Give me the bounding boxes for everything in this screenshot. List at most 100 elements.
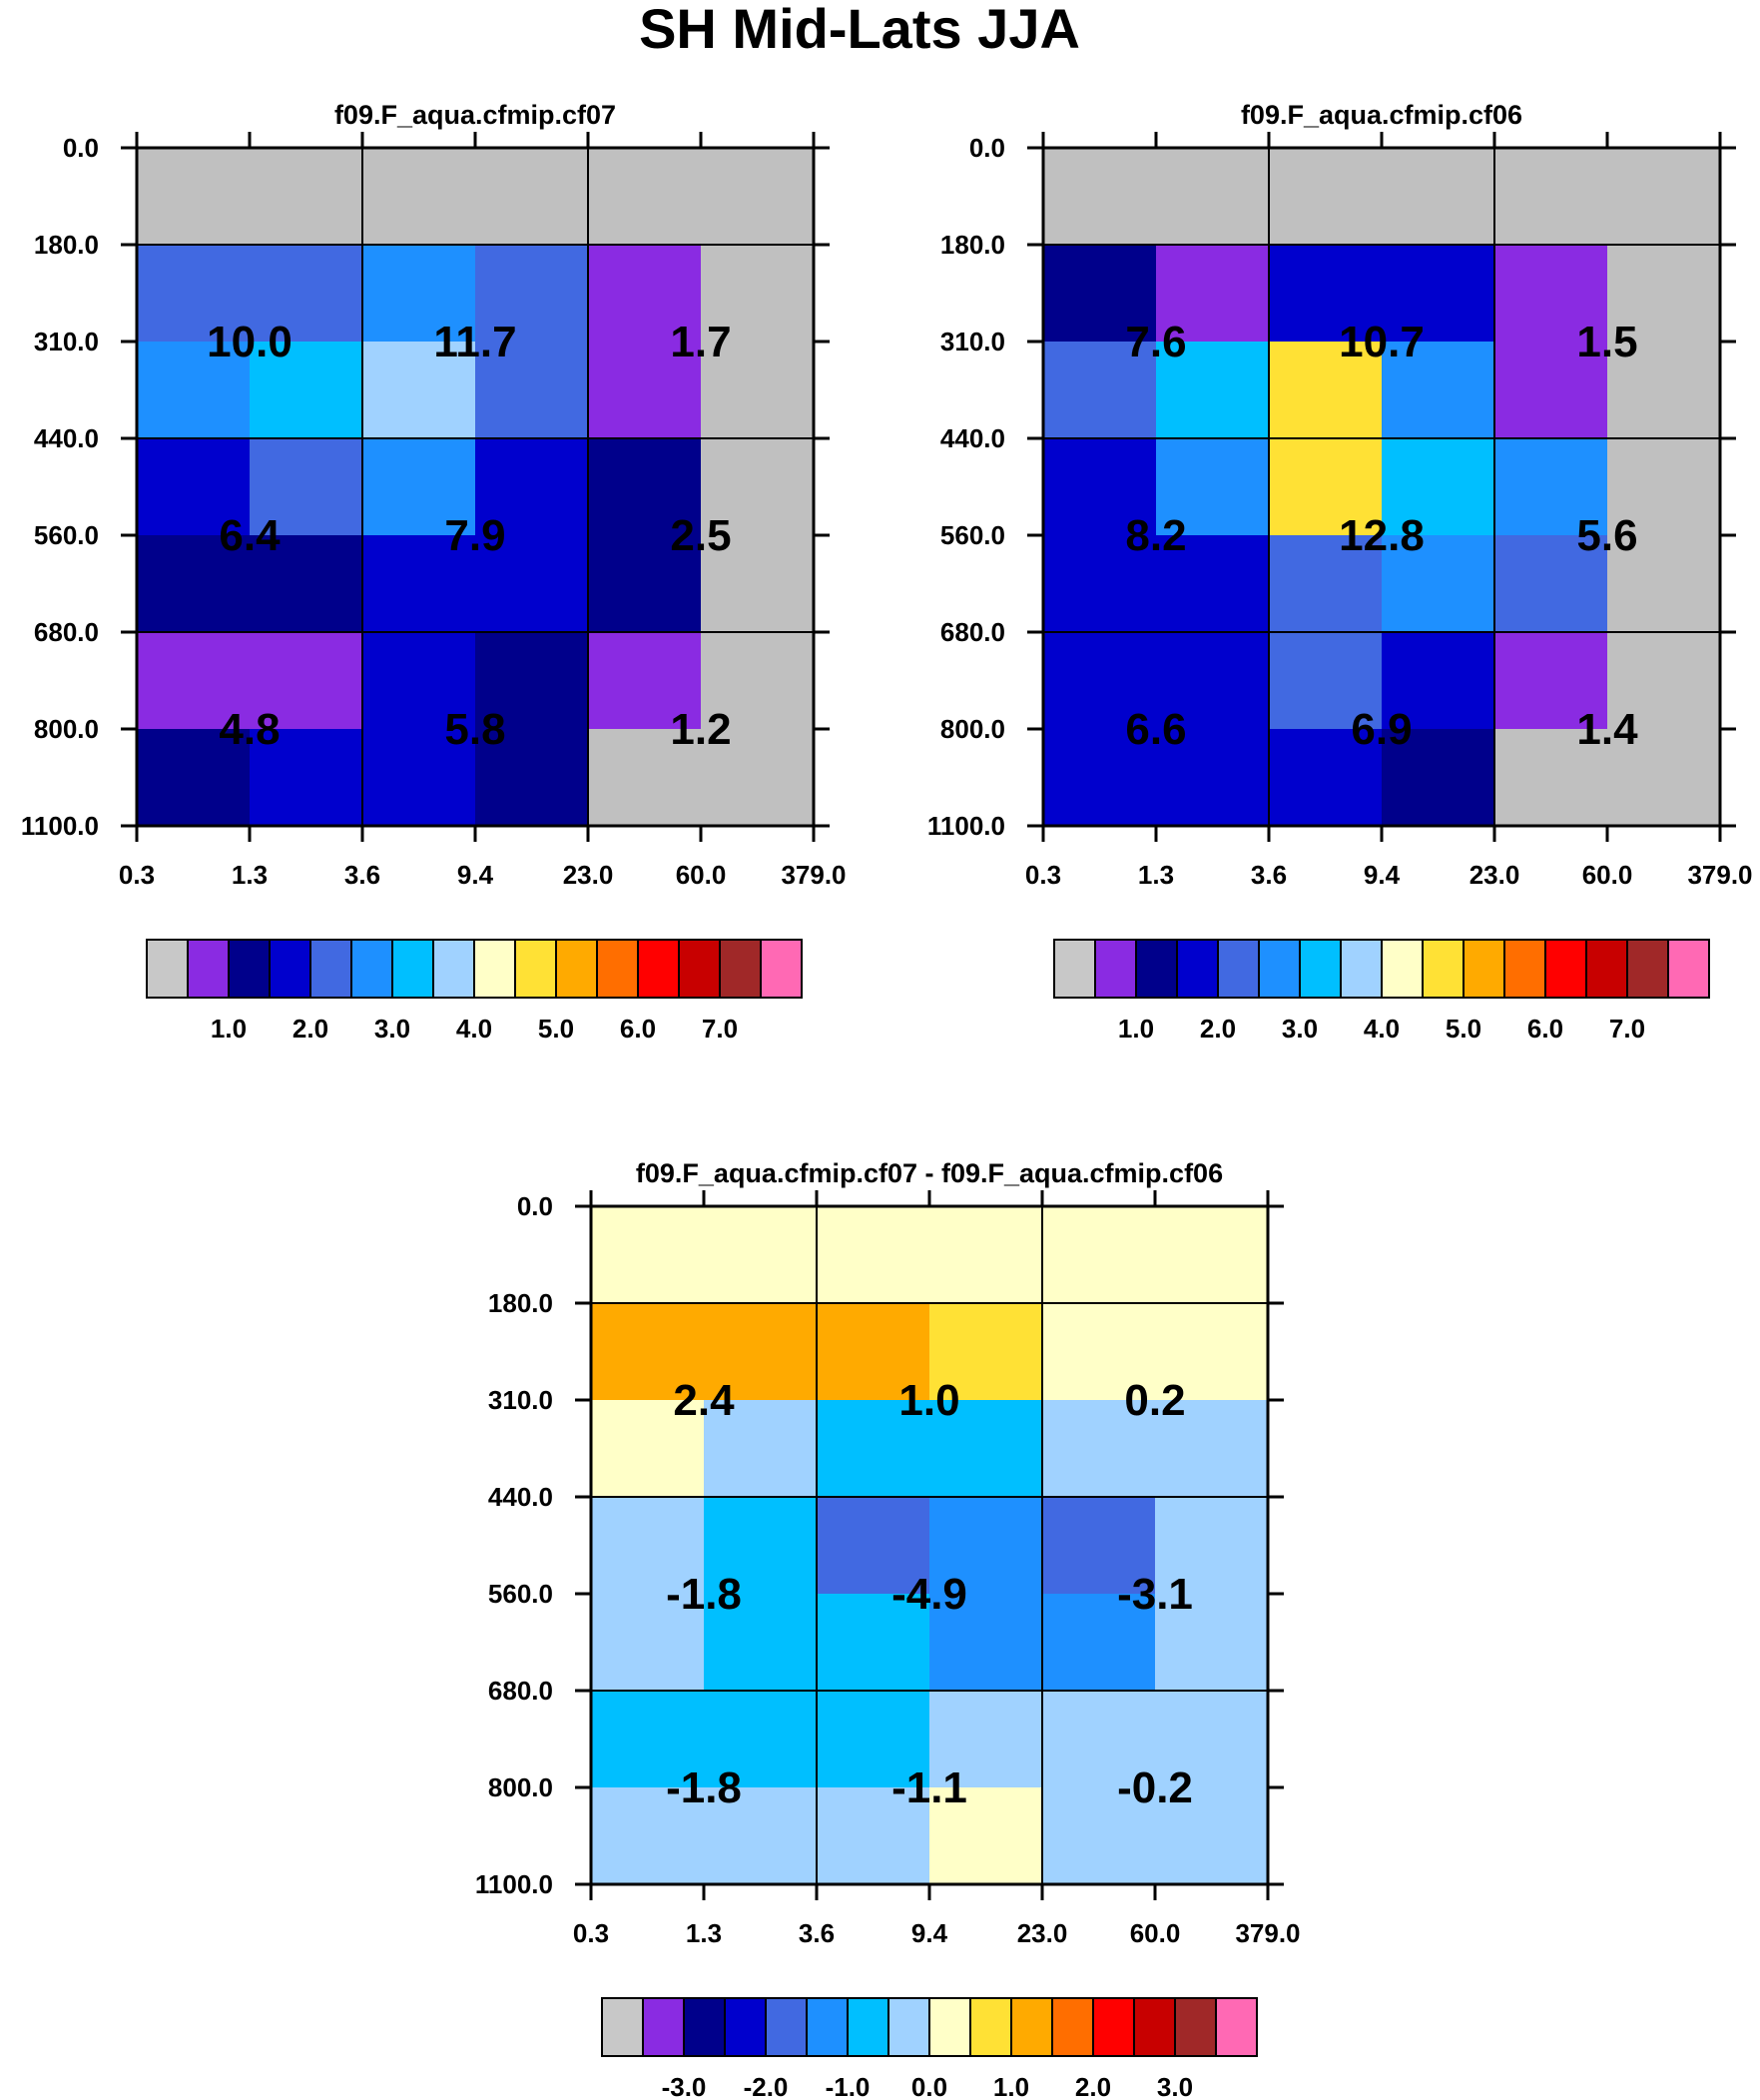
x-tick-label: 0.3 [119, 860, 155, 890]
y-tick-label: 310.0 [488, 1385, 553, 1415]
heatmap-cell [137, 245, 251, 343]
block-value-label: 5.6 [1576, 511, 1637, 560]
colorbar-box [1503, 939, 1546, 999]
colorbar-box [724, 1997, 767, 2057]
heatmap-cell [1269, 245, 1383, 343]
colorbar-box [683, 1997, 726, 2057]
y-tick-label: 310.0 [940, 327, 1005, 356]
heatmap-cell [817, 1206, 930, 1304]
heatmap-cell [1155, 1594, 1269, 1692]
heatmap-cell [1607, 342, 1721, 439]
colorbar-box [1051, 1997, 1094, 2057]
colorbar-label: 5.0 [1446, 1014, 1481, 1044]
heatmap-cell [588, 148, 702, 246]
y-tick-label: 180.0 [34, 230, 99, 260]
colorbar-box [187, 939, 230, 999]
x-tick-label: 379.0 [781, 860, 846, 890]
colorbar-label: 0.0 [911, 2072, 947, 2100]
heatmap-cell [1494, 729, 1608, 827]
y-tick-label: 440.0 [34, 423, 99, 453]
heatmap-cell [1043, 729, 1157, 827]
colorbar-box [350, 939, 393, 999]
block-value-label: 1.0 [898, 1376, 959, 1425]
colorbar-box [596, 939, 639, 999]
block-value-label: 1.5 [1576, 318, 1637, 366]
heatmap-cell [475, 535, 589, 633]
heatmap-cell [1494, 438, 1608, 536]
colorbar-box [1217, 939, 1260, 999]
y-tick-label: 560.0 [940, 520, 1005, 550]
block-value-label: 1.2 [670, 705, 731, 754]
heatmap-cell [1156, 632, 1270, 730]
colorbar-box [1544, 939, 1587, 999]
heatmap-cell [817, 1497, 930, 1595]
heatmap-cell [1155, 1206, 1269, 1304]
heatmap-cell [1382, 535, 1495, 633]
y-tick-label: 1100.0 [927, 811, 1005, 841]
heatmap-cell [929, 1691, 1043, 1788]
heatmap-cell [817, 1787, 930, 1885]
colorbar-box [555, 939, 598, 999]
x-tick-label: 0.3 [1025, 860, 1061, 890]
x-tick-label: 0.3 [573, 1918, 609, 1948]
y-tick-label: 0.0 [517, 1191, 553, 1221]
heatmap-cell [1156, 729, 1270, 827]
colorbar-label: 2.0 [1075, 2072, 1111, 2100]
colorbar-box [1133, 1997, 1176, 2057]
block-value-label: 2.4 [673, 1376, 735, 1425]
heatmap-cell [704, 1691, 818, 1788]
x-tick-label: 3.6 [799, 1918, 835, 1948]
heatmap-cell [1494, 148, 1608, 246]
x-tick-label: 379.0 [1235, 1918, 1300, 1948]
heatmap-cell [704, 1400, 818, 1498]
heatmap-cell [1269, 535, 1383, 633]
block-value-label: 11.7 [433, 318, 516, 366]
panel-cf07: f09.F_aqua.cfmip.cf07 0.0 180.0 310.0 440.0 5… [21, 100, 847, 1044]
y-tick-label: 440.0 [940, 423, 1005, 453]
heatmap-cell [1269, 438, 1383, 536]
block-value-label: 1.7 [670, 318, 731, 366]
x-tick-label: 23.0 [563, 860, 614, 890]
colorbar-box [514, 939, 557, 999]
heatmap-cell [1607, 632, 1721, 730]
block-value-label: 7.9 [444, 511, 505, 560]
colorbar-label: 4.0 [1364, 1014, 1400, 1044]
heatmap-cell [1382, 342, 1495, 439]
block-value-label: 10.0 [207, 318, 293, 366]
colorbar-box [1258, 939, 1301, 999]
colorbar-label: 5.0 [538, 1014, 574, 1044]
heatmap-cell [475, 148, 589, 246]
colorbar-box [1422, 939, 1465, 999]
heatmap-cell [1156, 148, 1270, 246]
colorbar-box [1094, 939, 1137, 999]
heatmap-cell [588, 535, 702, 633]
heatmap-cell [591, 1691, 705, 1788]
heatmap-cell [1155, 1787, 1269, 1885]
heatmap-cell [1156, 535, 1270, 633]
x-tick-label: 9.4 [911, 1918, 948, 1948]
y-tick-label: 680.0 [488, 1676, 553, 1706]
block-value-label: 0.2 [1124, 1376, 1185, 1425]
block-value-label: 12.8 [1339, 511, 1425, 560]
block-value-label: 5.8 [444, 705, 505, 754]
heatmap-cell [1042, 1594, 1156, 1692]
heatmap-cell [817, 1303, 930, 1401]
heatmap-cell [362, 148, 476, 246]
colorbar-box [1053, 939, 1096, 999]
heatmap-cell [475, 342, 589, 439]
block-value-label: 6.4 [219, 511, 281, 560]
heatmap-cell [1607, 535, 1721, 633]
heatmap-cell [929, 1400, 1043, 1498]
colorbar-box [642, 1997, 685, 2057]
heatmap-cell [250, 729, 363, 827]
colorbar-label: 1.0 [211, 1014, 247, 1044]
colorbar-box [969, 1997, 1012, 2057]
heatmap-cell [1042, 1206, 1156, 1304]
heatmap-cell [817, 1594, 930, 1692]
panel-cf06: f09.F_aqua.cfmip.cf06 0.0 180.0 310.0 440.0 5… [927, 100, 1753, 1044]
heatmap-cell [591, 1497, 705, 1595]
heatmap-cell [250, 245, 363, 343]
colorbar-label: 4.0 [456, 1014, 492, 1044]
heatmap-cell [1043, 535, 1157, 633]
heatmap-cell [1043, 148, 1157, 246]
